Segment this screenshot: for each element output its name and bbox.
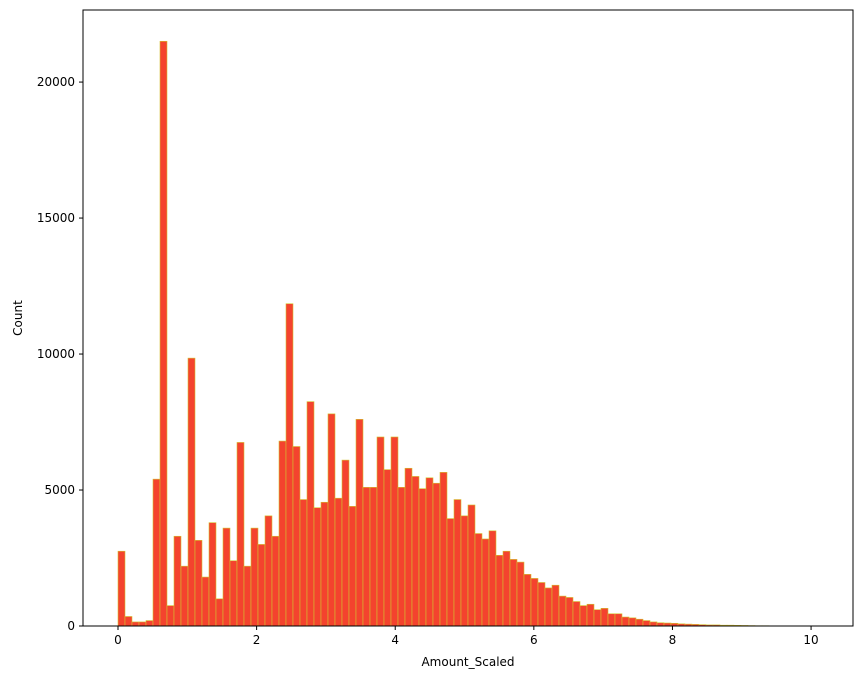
bar bbox=[251, 528, 258, 626]
bar bbox=[440, 472, 447, 626]
bar bbox=[384, 470, 391, 626]
bar bbox=[510, 559, 517, 626]
bar bbox=[601, 608, 608, 626]
bar bbox=[650, 622, 657, 626]
bar bbox=[538, 582, 545, 626]
bar bbox=[608, 614, 615, 626]
bar bbox=[419, 489, 426, 626]
bar bbox=[517, 562, 524, 626]
x-tick-label: 0 bbox=[114, 633, 122, 647]
bar bbox=[286, 304, 293, 626]
bar bbox=[188, 358, 195, 626]
bar bbox=[370, 487, 377, 626]
bar bbox=[265, 516, 272, 626]
bar bbox=[615, 614, 622, 626]
bar bbox=[433, 483, 440, 626]
x-tick-label: 6 bbox=[530, 633, 538, 647]
bar bbox=[566, 597, 573, 626]
bar bbox=[398, 487, 405, 626]
bar bbox=[174, 536, 181, 626]
bar bbox=[321, 502, 328, 626]
bar bbox=[524, 574, 531, 626]
bar bbox=[335, 498, 342, 626]
bar bbox=[482, 539, 489, 626]
bar bbox=[195, 540, 202, 626]
x-tick-label: 2 bbox=[253, 633, 261, 647]
bar bbox=[412, 476, 419, 626]
bar bbox=[489, 531, 496, 626]
bar bbox=[223, 528, 230, 626]
bar bbox=[272, 536, 279, 626]
bar bbox=[349, 506, 356, 626]
x-tick-label: 10 bbox=[803, 633, 818, 647]
x-axis-label: Amount_Scaled bbox=[421, 655, 514, 669]
bar bbox=[139, 622, 146, 626]
bar bbox=[573, 602, 580, 626]
bar bbox=[391, 437, 398, 626]
bar bbox=[244, 566, 251, 626]
bar bbox=[447, 519, 454, 626]
bar bbox=[363, 487, 370, 626]
bar bbox=[153, 479, 160, 626]
bar bbox=[125, 616, 132, 626]
y-axis-label: Count bbox=[11, 300, 25, 336]
bar bbox=[167, 606, 174, 626]
bar bbox=[209, 523, 216, 626]
bar bbox=[307, 402, 314, 626]
bar bbox=[314, 508, 321, 626]
bar bbox=[580, 606, 587, 626]
x-tick-label: 8 bbox=[669, 633, 677, 647]
bar bbox=[328, 414, 335, 626]
bar bbox=[293, 447, 300, 626]
bar bbox=[503, 551, 510, 626]
bar bbox=[426, 478, 433, 626]
bar bbox=[559, 596, 566, 626]
y-tick-label: 0 bbox=[67, 619, 75, 633]
bar bbox=[216, 599, 223, 626]
bar bbox=[279, 441, 286, 626]
bar bbox=[622, 617, 629, 626]
y-tick-label: 15000 bbox=[37, 211, 75, 225]
bar bbox=[405, 468, 412, 626]
bar bbox=[300, 500, 307, 626]
bar bbox=[545, 588, 552, 626]
bar bbox=[552, 585, 559, 626]
bar bbox=[468, 505, 475, 626]
bar bbox=[594, 610, 601, 626]
bar bbox=[587, 604, 594, 626]
bar bbox=[181, 566, 188, 626]
x-tick-label: 4 bbox=[391, 633, 399, 647]
bar bbox=[202, 577, 209, 626]
bar bbox=[356, 419, 363, 626]
bar bbox=[237, 442, 244, 626]
bar bbox=[132, 622, 139, 626]
bar bbox=[454, 500, 461, 626]
bar bbox=[146, 621, 153, 626]
y-tick-label: 20000 bbox=[37, 75, 75, 89]
bar bbox=[629, 618, 636, 626]
bar bbox=[258, 544, 265, 626]
bar bbox=[461, 516, 468, 626]
bar bbox=[636, 619, 643, 626]
bar bbox=[342, 460, 349, 626]
y-tick-label: 10000 bbox=[37, 347, 75, 361]
bar bbox=[377, 437, 384, 626]
bar bbox=[118, 551, 125, 626]
bar bbox=[531, 578, 538, 626]
y-tick-label: 5000 bbox=[44, 483, 75, 497]
bar bbox=[230, 561, 237, 626]
bar bbox=[475, 534, 482, 626]
bar bbox=[643, 621, 650, 626]
bar bbox=[160, 41, 167, 626]
bar bbox=[496, 555, 503, 626]
